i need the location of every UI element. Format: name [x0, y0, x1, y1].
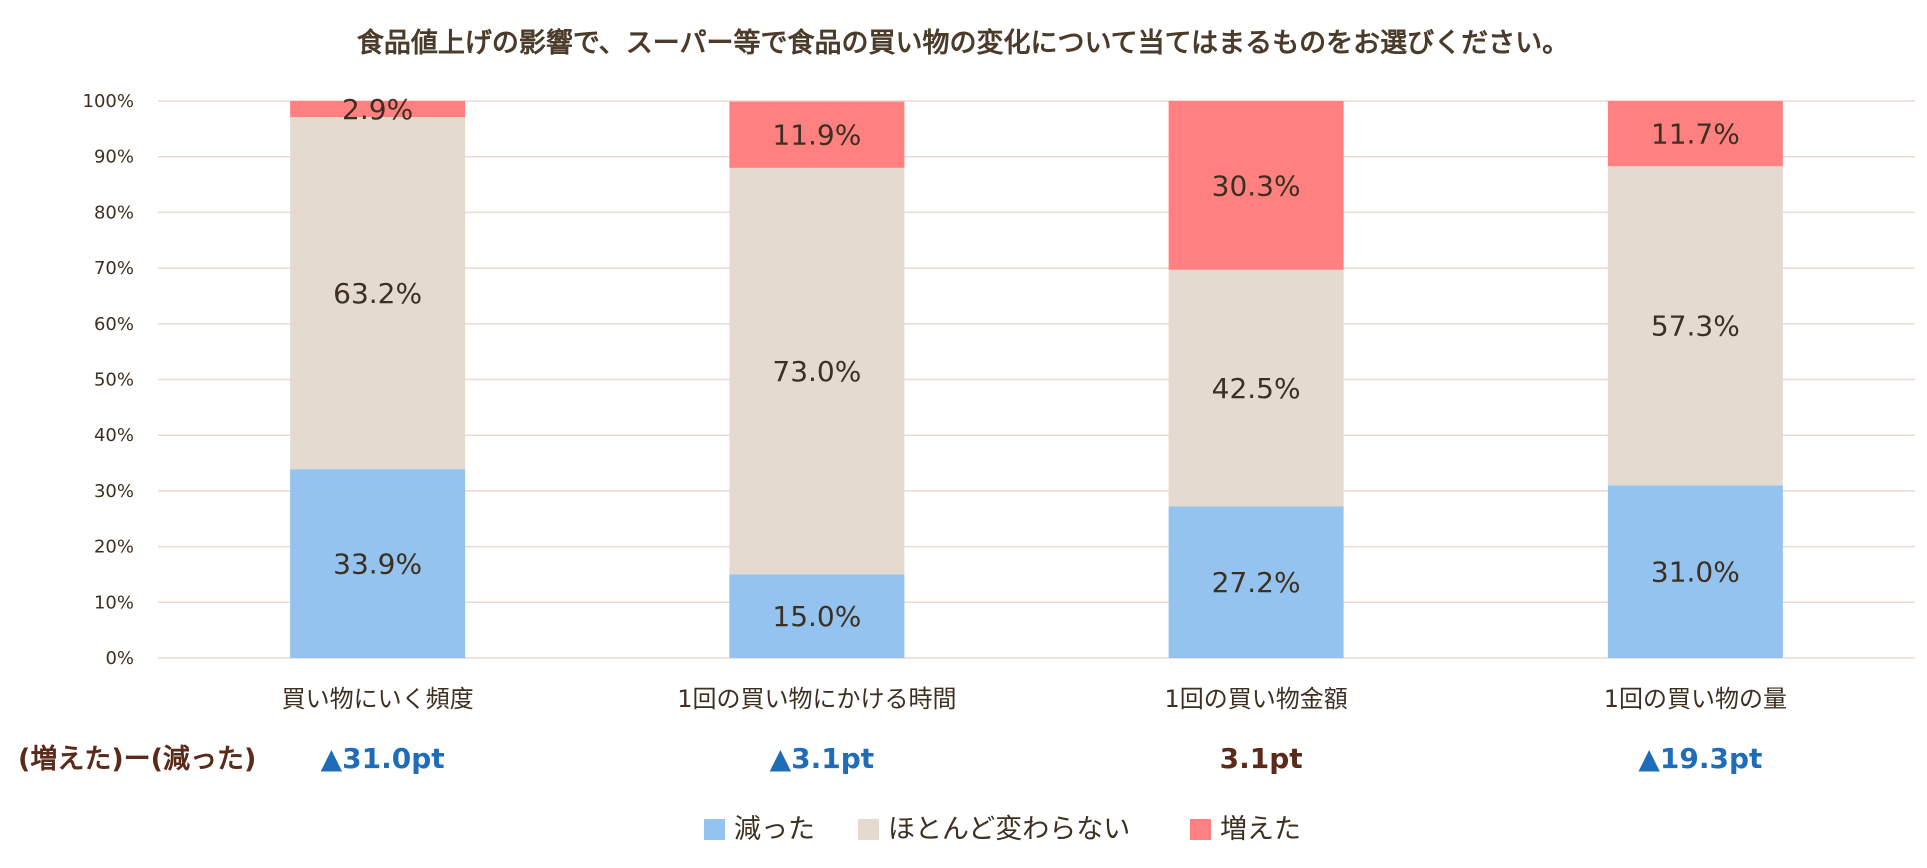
bar-segment — [1168, 506, 1344, 658]
legend-swatch — [1190, 819, 1211, 840]
y-tick-label: 80% — [94, 202, 134, 223]
y-tick-label: 20% — [94, 537, 134, 558]
x-tick-label: 買い物にいく頻度 — [282, 685, 474, 713]
data-label: 27.2% — [1212, 566, 1301, 599]
data-label: 33.9% — [333, 548, 422, 581]
data-label: 42.5% — [1212, 372, 1301, 405]
x-axis-ticks: 買い物にいく頻度 1回の買い物にかける時間 1回の買い物金額 1回の買い物の量 — [282, 685, 1787, 713]
bar-segment — [1607, 166, 1783, 486]
data-label: 11.7% — [1651, 118, 1740, 151]
data-labels: 33.9% 63.2% 2.9% 15.0% 73.0% 11.9% 27.2% 42.5% 3… — [333, 93, 1740, 633]
difference-row-label: (増えた)ー(減った) — [18, 743, 256, 775]
chart-title: 食品値上げの影響で、スーパー等で食品の買い物の変化について当てはまるものをお選び… — [357, 27, 1569, 59]
difference-value: 3.1pt — [1220, 742, 1303, 775]
legend-label: 減った — [734, 814, 815, 845]
data-label: 73.0% — [772, 355, 861, 388]
y-tick-label: 100% — [83, 91, 134, 112]
y-tick-label: 10% — [94, 592, 134, 613]
y-tick-label: 40% — [94, 425, 134, 446]
bar-segment — [1168, 101, 1344, 270]
bar-segment — [1168, 269, 1344, 507]
y-tick-label: 50% — [94, 370, 134, 391]
data-label: 2.9% — [342, 93, 413, 126]
difference-value: ▲31.0pt — [321, 742, 445, 775]
difference-value: ▲19.3pt — [1638, 742, 1762, 775]
data-label: 11.9% — [772, 119, 861, 152]
legend-swatch — [858, 819, 879, 840]
bar-segment — [290, 101, 466, 118]
bar-segment — [729, 101, 905, 168]
bar-segment — [290, 117, 466, 470]
bar-segment — [729, 574, 905, 658]
y-tick-label: 30% — [94, 481, 134, 502]
legend-label: 増えた — [1220, 814, 1301, 845]
x-tick-label: 1回の買い物金額 — [1164, 685, 1347, 713]
y-tick-label: 70% — [94, 258, 134, 279]
data-label: 57.3% — [1651, 310, 1740, 343]
bar-segment — [1607, 485, 1783, 658]
y-tick-label: 60% — [94, 314, 134, 335]
bars — [290, 101, 1783, 658]
y-tick-label: 0% — [105, 648, 134, 669]
difference-row: (増えた)ー(減った) ▲31.0pt ▲3.1pt 3.1pt ▲19.3pt — [18, 742, 1762, 775]
bar-segment — [1607, 101, 1783, 167]
difference-value: ▲3.1pt — [770, 742, 875, 775]
x-tick-label: 1回の買い物の量 — [1604, 685, 1787, 713]
legend: 減った ほとんど変わらない 増えた — [704, 814, 1301, 845]
y-axis-ticks: 0% 10% 20% 30% 40% 50% 60% 70% 80% 90% 100% — [83, 91, 134, 669]
bar-segment — [729, 167, 905, 575]
legend-label: ほとんど変わらない — [888, 814, 1130, 845]
y-tick-label: 90% — [94, 147, 134, 168]
data-label: 63.2% — [333, 277, 422, 310]
data-label: 15.0% — [772, 600, 861, 633]
data-label: 31.0% — [1651, 556, 1740, 589]
data-label: 30.3% — [1212, 169, 1301, 202]
legend-swatch — [704, 819, 725, 840]
bar-segment — [290, 469, 466, 658]
x-tick-label: 1回の買い物にかける時間 — [677, 685, 956, 713]
